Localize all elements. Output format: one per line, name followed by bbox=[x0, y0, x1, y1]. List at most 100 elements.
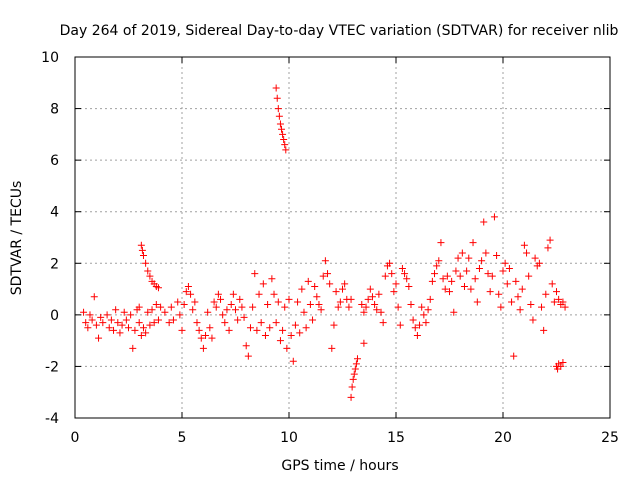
data-point bbox=[550, 298, 558, 306]
data-point bbox=[236, 295, 244, 303]
data-point bbox=[490, 213, 498, 221]
data-point bbox=[154, 316, 162, 324]
data-point bbox=[152, 301, 160, 309]
data-point bbox=[148, 306, 156, 314]
data-point bbox=[154, 284, 162, 292]
data-point bbox=[99, 319, 107, 327]
data-point bbox=[210, 298, 218, 306]
data-point bbox=[281, 141, 289, 149]
data-point bbox=[298, 285, 306, 293]
data-point bbox=[313, 293, 321, 301]
data-point bbox=[426, 295, 434, 303]
data-point bbox=[311, 282, 319, 290]
data-point bbox=[503, 280, 511, 288]
data-point bbox=[202, 331, 210, 339]
data-point bbox=[557, 362, 565, 370]
data-point bbox=[345, 303, 353, 311]
data-point bbox=[244, 352, 252, 360]
data-point bbox=[107, 316, 115, 324]
data-point bbox=[165, 319, 173, 327]
data-point bbox=[178, 326, 186, 334]
data-point bbox=[90, 293, 98, 301]
data-point bbox=[266, 324, 274, 332]
data-point bbox=[458, 249, 466, 257]
data-point bbox=[392, 280, 400, 288]
data-point bbox=[129, 344, 137, 352]
data-point bbox=[225, 326, 233, 334]
data-point bbox=[394, 303, 402, 311]
data-point bbox=[488, 272, 496, 280]
data-point bbox=[368, 293, 376, 301]
data-point bbox=[460, 282, 468, 290]
data-point bbox=[454, 254, 462, 262]
data-point bbox=[353, 355, 361, 363]
data-point bbox=[413, 331, 421, 339]
data-point bbox=[275, 112, 283, 120]
data-point bbox=[184, 282, 192, 290]
data-point bbox=[283, 344, 291, 352]
data-point bbox=[264, 301, 272, 309]
data-point bbox=[396, 321, 404, 329]
x-tick-label: 0 bbox=[71, 430, 80, 446]
data-point bbox=[112, 306, 120, 314]
y-tick-label: -2 bbox=[45, 359, 59, 375]
data-point bbox=[276, 337, 284, 345]
data-point bbox=[362, 303, 370, 311]
data-point bbox=[352, 360, 360, 368]
data-point bbox=[306, 301, 314, 309]
data-point bbox=[478, 257, 486, 265]
data-point bbox=[146, 272, 154, 280]
y-tick-label: 8 bbox=[50, 102, 59, 118]
data-point bbox=[544, 244, 552, 252]
data-point bbox=[520, 241, 528, 249]
data-point bbox=[422, 319, 430, 327]
data-point bbox=[486, 288, 494, 296]
data-point bbox=[373, 306, 381, 314]
data-point bbox=[315, 301, 323, 309]
data-point bbox=[80, 308, 88, 316]
data-point bbox=[204, 308, 212, 316]
data-point bbox=[514, 293, 522, 301]
data-points bbox=[80, 84, 569, 401]
data-point bbox=[538, 303, 546, 311]
data-point bbox=[217, 295, 225, 303]
data-point bbox=[240, 313, 248, 321]
data-point bbox=[347, 295, 355, 303]
plot-frame bbox=[74, 56, 611, 419]
data-point bbox=[480, 218, 488, 226]
chart-title: Day 264 of 2019, Sidereal Day-to-day VTE… bbox=[60, 23, 619, 39]
data-point bbox=[443, 272, 451, 280]
data-point bbox=[255, 290, 263, 298]
data-point bbox=[279, 130, 287, 138]
data-point bbox=[540, 326, 548, 334]
data-point bbox=[508, 298, 516, 306]
data-point bbox=[139, 252, 147, 260]
data-point bbox=[214, 290, 222, 298]
data-point bbox=[238, 303, 246, 311]
data-point bbox=[452, 267, 460, 275]
data-point bbox=[282, 146, 290, 154]
data-point bbox=[114, 319, 122, 327]
data-point bbox=[88, 316, 96, 324]
data-point bbox=[206, 324, 214, 332]
data-point bbox=[169, 316, 177, 324]
x-tick-label: 5 bbox=[178, 430, 187, 446]
data-point bbox=[535, 259, 543, 267]
data-point bbox=[135, 319, 143, 327]
data-point bbox=[116, 329, 124, 337]
data-point bbox=[527, 301, 535, 309]
y-tick-label: 2 bbox=[50, 256, 59, 272]
data-point bbox=[326, 280, 334, 288]
data-point bbox=[273, 94, 281, 102]
data-point bbox=[176, 311, 184, 319]
data-point bbox=[197, 334, 205, 342]
data-point bbox=[348, 383, 356, 391]
data-point bbox=[433, 262, 441, 270]
x-tick-label: 20 bbox=[494, 430, 512, 446]
data-point bbox=[274, 105, 282, 113]
data-point bbox=[428, 277, 436, 285]
y-tick-label: -4 bbox=[45, 411, 59, 427]
data-point bbox=[278, 125, 286, 133]
data-point bbox=[473, 298, 481, 306]
data-point bbox=[125, 324, 132, 332]
